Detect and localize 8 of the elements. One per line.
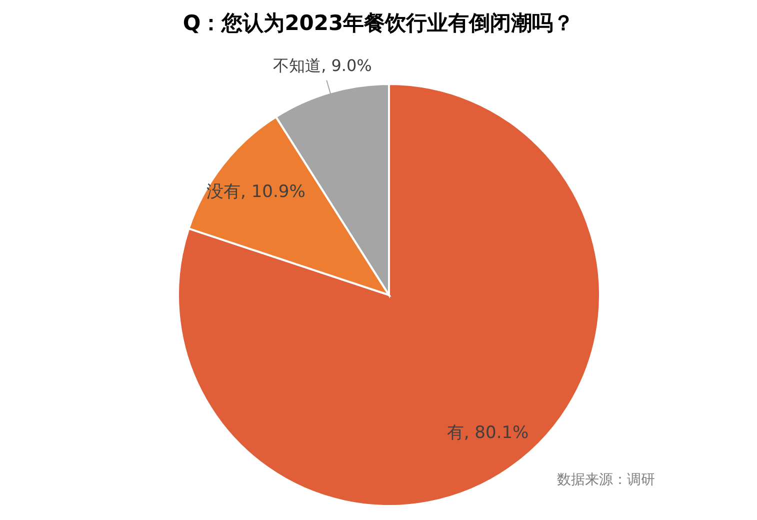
chart-title: Q：您认为2023年餐饮行业有倒闭潮吗？ — [182, 11, 574, 35]
data-label: , 80.1% — [464, 422, 529, 443]
source-note: 数据来源：调研 — [557, 472, 655, 488]
slice-label: 没有 — [206, 182, 241, 202]
data-label: , 10.9% — [240, 182, 306, 202]
slice-label: 有 — [446, 422, 464, 443]
data-label: , 9.0% — [321, 56, 372, 76]
slice-label: 不知道 — [273, 56, 322, 76]
